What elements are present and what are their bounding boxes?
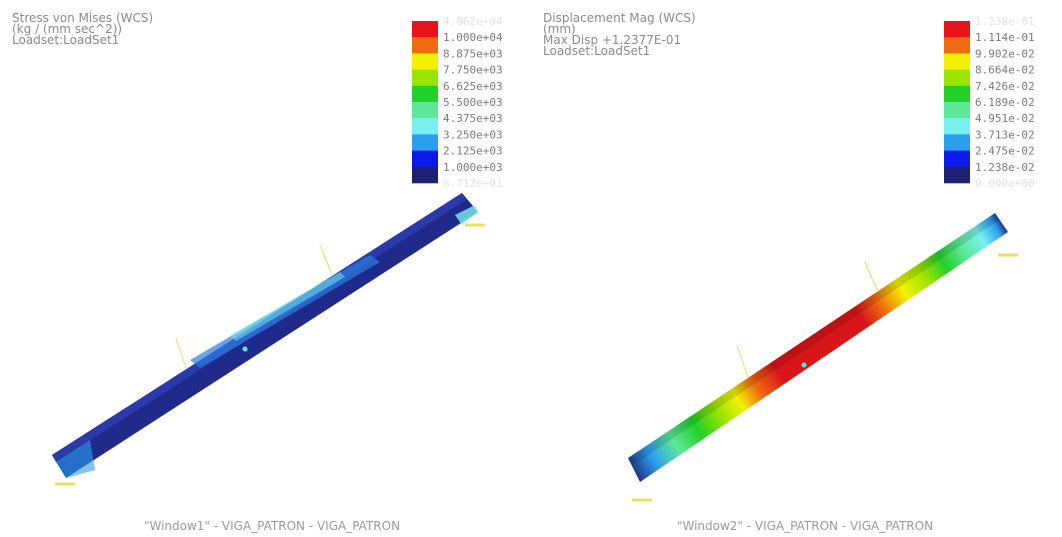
legend-label: 2.125e+03 [443, 145, 503, 158]
legend-swatch [412, 70, 438, 87]
legend-label: 1.238e-02 [975, 161, 1035, 174]
legend-label: 6.625e+03 [443, 80, 503, 93]
legend-swatch [944, 70, 970, 87]
legend-label: 7.750e+03 [443, 64, 503, 77]
legend-label: 1.114e-01 [975, 31, 1035, 44]
legend-label: 8.875e+03 [443, 47, 503, 60]
window-label: "Window2" - VIGA_PATRON - VIGA_PATRON [677, 519, 933, 533]
legend-label: 7.426e-02 [975, 80, 1035, 93]
legend-label: 0.000e+00 [975, 177, 1035, 190]
legend-label: 1.000e+04 [443, 31, 503, 44]
legend-swatch [944, 118, 970, 135]
legend-label: 1.238e-01 [975, 15, 1035, 28]
legend-label: 5.500e+03 [443, 96, 503, 109]
displacement-model [628, 213, 1018, 500]
legend-swatch [412, 151, 438, 168]
legend-label: 3.713e-02 [975, 128, 1035, 141]
legend-label: 3.250e+03 [443, 128, 503, 141]
stress-model [52, 193, 485, 484]
legend-swatch [412, 21, 438, 38]
legend-label: 6.189e-02 [975, 96, 1035, 109]
legend-label: 2.475e-02 [975, 145, 1035, 158]
legend-label: 4.375e+03 [443, 112, 503, 125]
legend-swatch [944, 21, 970, 38]
legend-swatch [412, 134, 438, 151]
legend-label: 4.951e-02 [975, 112, 1035, 125]
window-label: "Window1" - VIGA_PATRON - VIGA_PATRON [144, 519, 400, 533]
legend-swatch [944, 102, 970, 119]
legend-label: 1.000e+03 [443, 161, 503, 174]
legend-swatch [944, 134, 970, 151]
legend-label: 8.664e-02 [975, 64, 1035, 77]
legend-swatch [944, 86, 970, 103]
fea-results-view: Stress von Mises (WCS)(kg / (mm sec^2))L… [0, 0, 1062, 537]
legend-swatch [412, 167, 438, 184]
legend-swatch [944, 151, 970, 168]
legend-swatch [412, 53, 438, 70]
legend-label: 9.902e-02 [975, 47, 1035, 60]
legend-swatch [412, 37, 438, 54]
legend-swatch [412, 118, 438, 135]
legend-label: 6.712e+01 [443, 177, 503, 190]
legend-swatch [944, 37, 970, 54]
header-line: Loadset:LoadSet1 [543, 44, 650, 58]
header-line: Loadset:LoadSet1 [12, 33, 119, 47]
legend-swatch [944, 167, 970, 184]
legend-label: 4.862e+04 [443, 15, 503, 28]
legend-swatch [412, 102, 438, 119]
legend-swatch [944, 53, 970, 70]
legend-swatch [412, 86, 438, 103]
